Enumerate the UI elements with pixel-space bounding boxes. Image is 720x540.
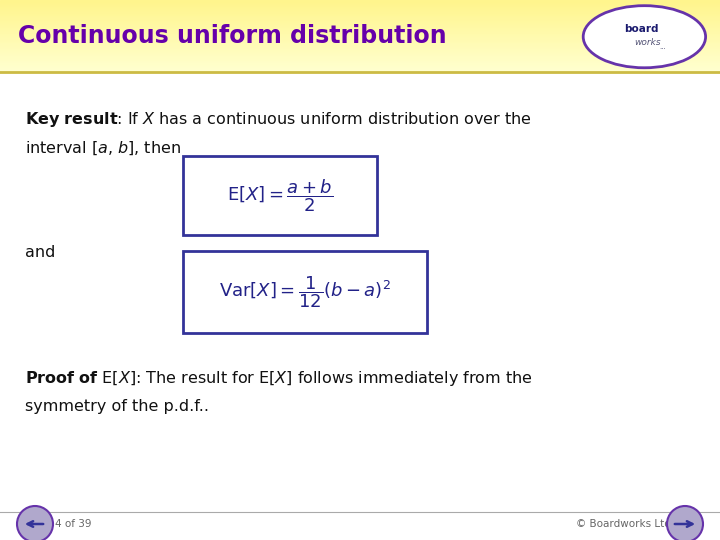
Bar — [0, 31, 720, 32]
Text: $\mathbf{Proof\ of}$ $\mathrm{E}[\mathit{X}]$: The result for E[$\mathit{X}$] fo: $\mathbf{Proof\ of}$ $\mathrm{E}[\mathit… — [25, 369, 533, 388]
Text: $\mathrm{Var}[X] = \dfrac{1}{12}(b-a)^2$: $\mathrm{Var}[X] = \dfrac{1}{12}(b-a)^2$ — [219, 274, 391, 310]
Bar — [0, 58, 720, 59]
Bar — [0, 12, 720, 14]
Bar — [0, 56, 720, 57]
Text: interval [$\mathit{a}$, $\mathit{b}$], then: interval [$\mathit{a}$, $\mathit{b}$], t… — [25, 140, 181, 157]
Bar — [0, 8, 720, 9]
Bar — [0, 70, 720, 71]
Text: board: board — [624, 24, 659, 33]
Bar — [0, 36, 720, 37]
Bar — [0, 27, 720, 28]
Bar — [0, 20, 720, 21]
Bar — [0, 29, 720, 30]
Text: works: works — [634, 38, 661, 47]
Bar — [0, 9, 720, 10]
Bar — [0, 3, 720, 4]
Ellipse shape — [667, 506, 703, 540]
Bar — [0, 32, 720, 33]
Bar — [0, 22, 720, 23]
Bar — [0, 34, 720, 35]
Bar — [0, 0, 720, 1]
Bar — [0, 23, 720, 24]
Bar — [0, 10, 720, 11]
Bar — [0, 15, 720, 16]
Bar — [0, 51, 720, 52]
Bar — [0, 44, 720, 45]
Bar — [0, 6, 720, 7]
Bar — [0, 1, 720, 2]
Bar — [0, 5, 720, 6]
Bar — [0, 61, 720, 62]
Bar — [0, 24, 720, 25]
Bar — [0, 43, 720, 44]
Ellipse shape — [17, 506, 53, 540]
Bar — [0, 71, 720, 72]
Ellipse shape — [583, 5, 706, 68]
Bar — [0, 65, 720, 66]
Bar — [0, 26, 720, 27]
Bar — [0, 64, 720, 65]
Bar — [0, 4, 720, 5]
Bar — [0, 2, 720, 3]
Bar — [0, 46, 720, 47]
Text: 4 of 39: 4 of 39 — [55, 519, 91, 529]
Text: © Boardworks Ltd 2006: © Boardworks Ltd 2006 — [575, 519, 700, 529]
Bar — [0, 25, 720, 26]
Bar — [0, 30, 720, 31]
Bar — [0, 35, 720, 36]
Bar — [0, 48, 720, 49]
Bar — [0, 59, 720, 60]
Bar — [0, 54, 720, 55]
Bar — [0, 28, 720, 29]
Bar — [0, 57, 720, 58]
Bar — [0, 68, 720, 69]
Bar — [0, 62, 720, 63]
Bar — [0, 49, 720, 50]
Bar — [0, 11, 720, 12]
Bar — [0, 66, 720, 68]
Bar — [0, 17, 720, 18]
Text: Continuous uniform distribution: Continuous uniform distribution — [18, 24, 446, 48]
Text: symmetry of the p.d.f..: symmetry of the p.d.f.. — [25, 399, 209, 414]
Bar — [0, 50, 720, 51]
Bar — [0, 40, 720, 42]
Bar — [0, 33, 720, 34]
Bar — [0, 37, 720, 38]
Text: ...: ... — [659, 44, 666, 50]
Bar — [0, 38, 720, 39]
Bar — [0, 21, 720, 22]
FancyBboxPatch shape — [183, 156, 377, 235]
Bar — [0, 63, 720, 64]
Bar — [0, 55, 720, 56]
Bar — [0, 47, 720, 48]
Bar — [0, 60, 720, 61]
Text: $\mathbf{Key\ result}$: If $\mathit{X}$ has a continuous uniform distribution ov: $\mathbf{Key\ result}$: If $\mathit{X}$ … — [25, 110, 532, 129]
Bar — [0, 19, 720, 20]
Bar — [0, 7, 720, 8]
Bar — [0, 39, 720, 40]
Bar — [0, 16, 720, 17]
Bar — [0, 45, 720, 46]
FancyBboxPatch shape — [183, 251, 427, 333]
Bar — [0, 42, 720, 43]
Bar — [0, 14, 720, 15]
Bar — [0, 53, 720, 54]
Bar — [0, 52, 720, 53]
Text: $\mathrm{E}[X] = \dfrac{a+b}{2}$: $\mathrm{E}[X] = \dfrac{a+b}{2}$ — [227, 177, 333, 214]
Text: and: and — [25, 245, 55, 260]
Bar — [0, 18, 720, 19]
Bar — [0, 69, 720, 70]
